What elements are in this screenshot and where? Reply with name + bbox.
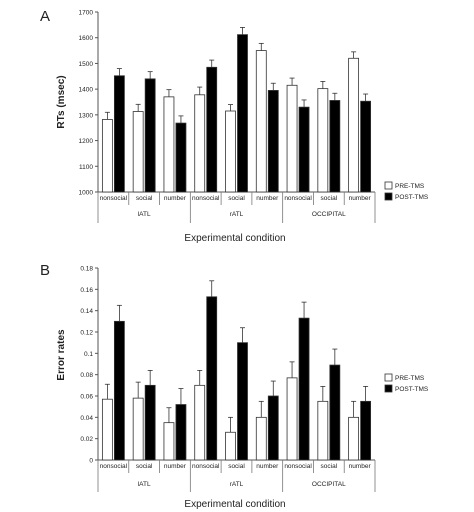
category-label: nonsocial — [284, 463, 312, 470]
category-label: number — [349, 463, 372, 470]
group-label: rATL — [230, 211, 244, 218]
y-tick-label: 1600 — [79, 35, 94, 42]
y-tick-label: 1500 — [79, 61, 94, 68]
bar — [132, 111, 144, 193]
bar — [225, 431, 236, 461]
bar — [132, 397, 144, 461]
y-tick-label: 1400 — [79, 87, 94, 94]
group-label: lATL — [138, 211, 151, 218]
bar — [267, 395, 279, 461]
bar — [255, 416, 267, 461]
bar — [286, 377, 298, 461]
bar — [329, 364, 341, 461]
group-label: lATL — [138, 481, 151, 488]
category-label: number — [164, 195, 187, 202]
legend-label: POST-TMS — [395, 386, 429, 393]
group-label: rATL — [230, 481, 244, 488]
bar — [144, 78, 156, 193]
bar — [286, 84, 298, 193]
legend-swatch — [384, 192, 393, 201]
category-label: social — [228, 463, 245, 470]
bar — [175, 122, 187, 193]
legend-label: PRE-TMS — [395, 375, 425, 382]
bar — [348, 57, 360, 193]
bar — [194, 384, 206, 461]
y-tick-label: 0.08 — [80, 372, 93, 379]
bar — [113, 320, 125, 461]
y-tick-label: 1200 — [79, 138, 94, 145]
y-tick-label: 0.1 — [84, 351, 93, 358]
category-label: social — [321, 463, 338, 470]
bar — [163, 422, 175, 461]
category-label: social — [136, 463, 153, 470]
bar — [225, 110, 236, 193]
bar — [255, 50, 267, 193]
y-tick-label: 0.02 — [80, 436, 93, 443]
panel-b: B Error rates Experimental condition 0 0.… — [40, 262, 429, 510]
y-tick-label: 0.16 — [80, 287, 93, 294]
legend-label: PRE-TMS — [395, 183, 425, 190]
bar — [144, 384, 156, 461]
y-tick-label: 1700 — [79, 10, 94, 17]
category-label: social — [228, 195, 245, 202]
bar — [101, 119, 113, 193]
category-label: number — [256, 195, 279, 202]
group-label: OCCIPITAL — [312, 211, 346, 218]
category-label: number — [349, 195, 372, 202]
y-tick-label: 1000 — [79, 190, 94, 197]
y-tick-label: 0.18 — [80, 266, 93, 273]
group-label: OCCIPITAL — [312, 481, 346, 488]
bar — [298, 317, 310, 461]
y-tick-label: 1300 — [79, 112, 94, 119]
bar — [237, 342, 248, 461]
category-label: number — [164, 463, 187, 470]
panel-letter: A — [40, 8, 50, 25]
bar — [163, 96, 175, 193]
bar — [101, 398, 113, 461]
x-axis-title: Experimental condition — [184, 499, 285, 510]
category-label: social — [321, 195, 338, 202]
legend-swatch — [384, 373, 393, 382]
panel-letter: B — [40, 262, 50, 279]
y-tick-label: 0.14 — [80, 308, 93, 315]
bar — [267, 90, 279, 193]
y-axis-title: RTs (msec) — [56, 75, 67, 128]
bar — [317, 88, 329, 193]
bar — [194, 94, 206, 193]
bar — [360, 100, 372, 193]
bar — [348, 416, 360, 461]
bar — [206, 296, 218, 461]
legend-label: POST-TMS — [395, 194, 429, 201]
category-label: nonsocial — [284, 195, 312, 202]
panel-a: A RTs (msec) Experimental condition 1000… — [40, 8, 429, 244]
bar — [206, 66, 218, 193]
y-tick-label: 1100 — [79, 164, 93, 171]
category-label: nonsocial — [192, 463, 220, 470]
category-label: nonsocial — [100, 463, 128, 470]
category-label: nonsocial — [192, 195, 220, 202]
y-axis-title: Error rates — [56, 329, 67, 381]
bar — [329, 100, 341, 193]
y-tick-label: 0 — [89, 458, 93, 465]
x-axis-title: Experimental condition — [184, 233, 285, 244]
y-tick-label: 0.04 — [80, 415, 93, 422]
bar — [113, 75, 125, 193]
category-label: number — [256, 463, 279, 470]
bar — [298, 106, 310, 193]
y-tick-label: 0.06 — [80, 394, 93, 401]
legend-swatch — [384, 384, 393, 393]
legend-swatch — [384, 181, 393, 190]
y-tick-label: 0.12 — [80, 330, 93, 337]
category-label: social — [136, 195, 153, 202]
category-label: nonsocial — [100, 195, 128, 202]
bar — [175, 404, 187, 461]
bar — [237, 34, 248, 193]
bar — [360, 400, 372, 461]
bar — [317, 400, 329, 461]
